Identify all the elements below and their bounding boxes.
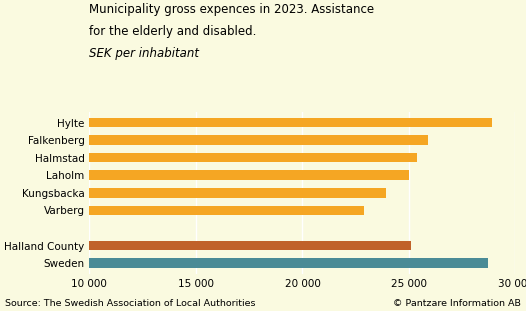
Text: for the elderly and disabled.: for the elderly and disabled.: [89, 25, 257, 38]
Bar: [89, 258, 488, 268]
Text: Municipality gross expences in 2023. Assistance: Municipality gross expences in 2023. Ass…: [89, 3, 375, 16]
Bar: [89, 206, 364, 215]
Text: SEK per inhabitant: SEK per inhabitant: [89, 47, 199, 60]
Bar: [89, 118, 492, 127]
Bar: [89, 135, 428, 145]
Bar: [89, 188, 386, 198]
Bar: [89, 153, 418, 162]
Text: Source: The Swedish Association of Local Authorities: Source: The Swedish Association of Local…: [5, 299, 256, 308]
Bar: [89, 241, 411, 250]
Text: © Pantzare Information AB: © Pantzare Information AB: [393, 299, 521, 308]
Bar: [89, 170, 409, 180]
